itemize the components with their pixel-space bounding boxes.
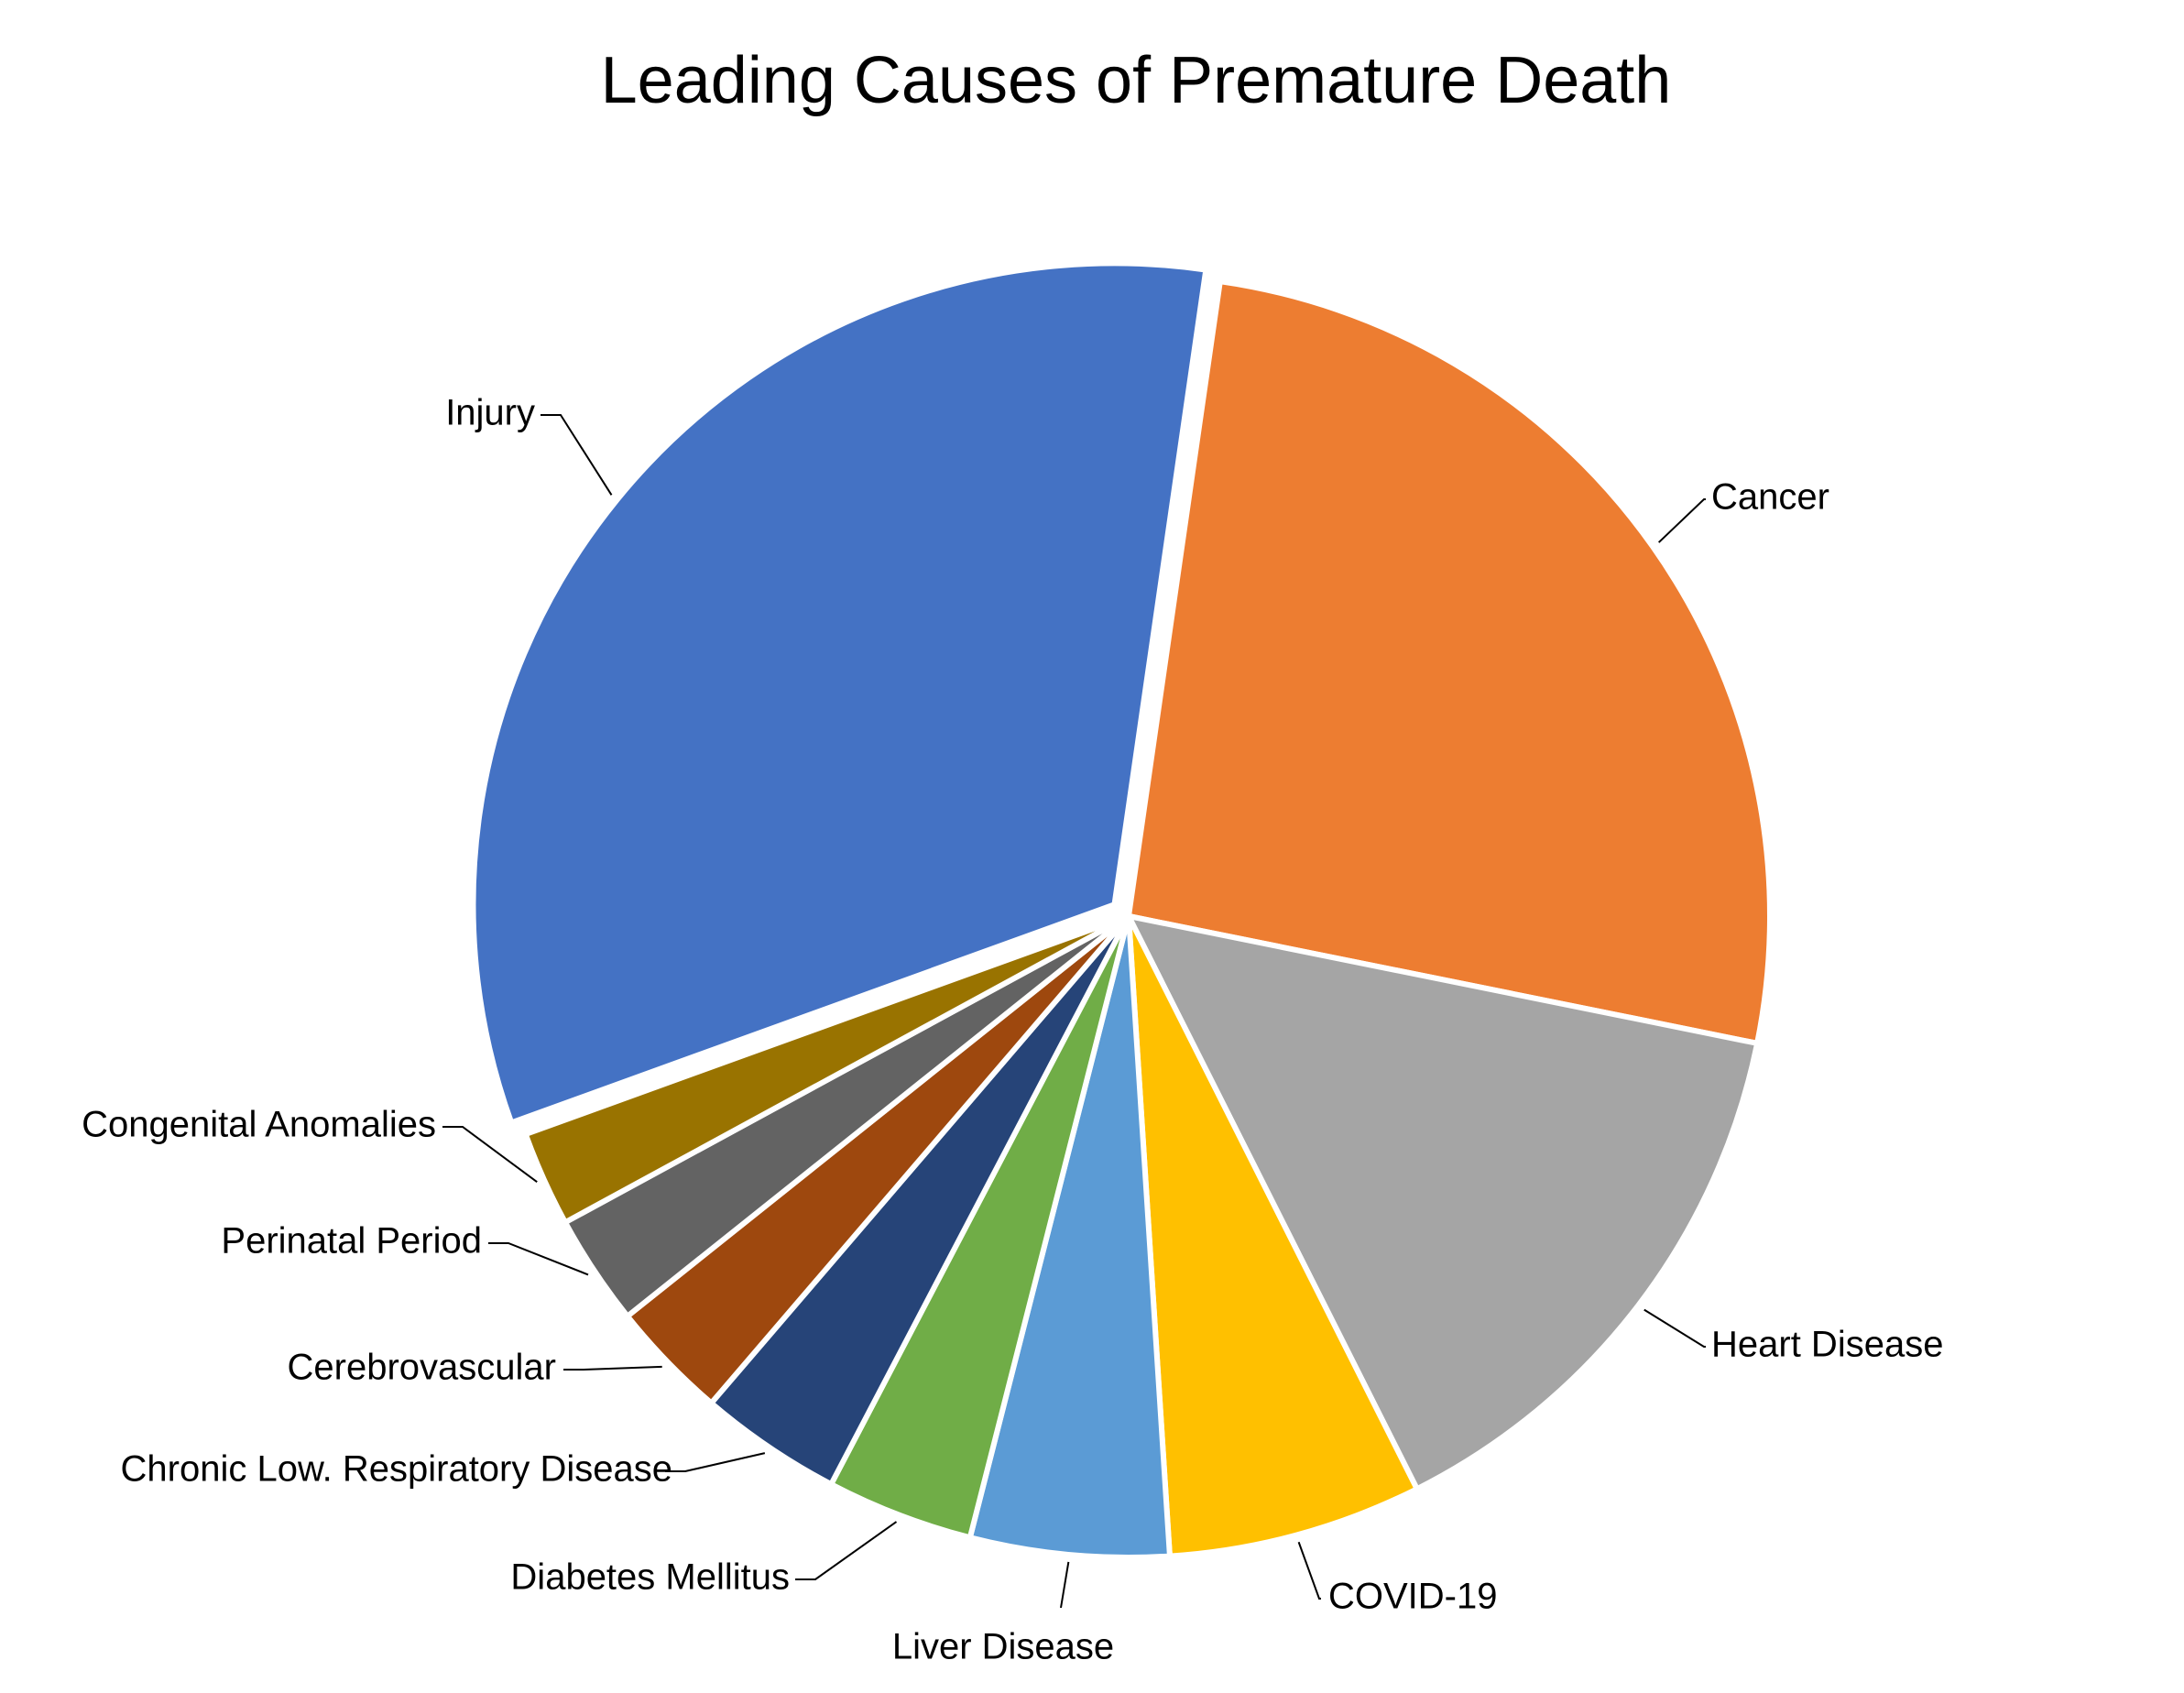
slice-label: Liver Disease: [892, 1627, 1114, 1667]
slice-label: COVID-19: [1328, 1577, 1498, 1617]
slice-labels: Cancer Heart Disease COVID-19 Liver Disease…: [82, 393, 1943, 1667]
chart-title: Leading Causes of Premature Death: [601, 44, 1672, 117]
leader-line: [795, 1521, 898, 1580]
pie-slice-congenital-anomalies: [522, 913, 1131, 1226]
leader-line: [442, 1126, 538, 1184]
pie-slice-covid-19: [1126, 913, 1420, 1559]
pie-slices: [470, 260, 1773, 1561]
pie-slice-liver-disease: [966, 913, 1173, 1561]
leader-line: [1297, 1541, 1321, 1600]
pie-slice-injury: [470, 260, 1209, 1126]
leader-line: [665, 1452, 766, 1472]
leader-line: [488, 1242, 589, 1276]
slice-label: Injury: [445, 393, 535, 433]
leader-line: [1060, 1561, 1070, 1609]
slice-label: Heart Disease: [1711, 1325, 1943, 1365]
leader-line: [1643, 1308, 1706, 1348]
slice-label: Cancer: [1711, 477, 1829, 518]
slice-label: Chronic Low. Respiratory Disease: [121, 1449, 672, 1490]
leader-line: [563, 1365, 662, 1371]
leader-line: [1657, 498, 1706, 543]
slice-label: Congenital Anomalies: [82, 1105, 436, 1145]
leader-lines: [442, 414, 1706, 1609]
pie-slice-cancer: [1126, 279, 1773, 1046]
slice-label: Perinatal Period: [221, 1221, 482, 1262]
leader-line: [541, 414, 613, 496]
slice-label: Cerebrovascular: [288, 1348, 556, 1388]
slice-label: Diabetes Mellitus: [510, 1557, 790, 1598]
pie-slice-heart-disease: [1126, 913, 1761, 1492]
